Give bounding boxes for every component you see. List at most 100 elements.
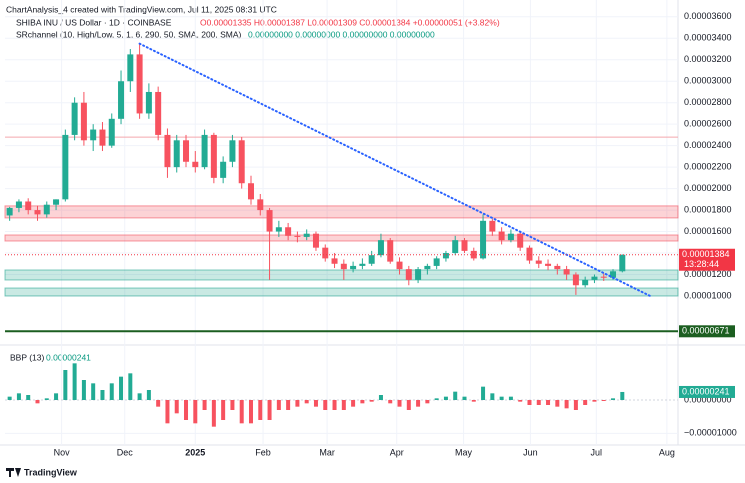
bbp-bar — [388, 400, 393, 404]
candle-body — [229, 140, 236, 162]
y-tick-label: 0.00002200 — [684, 162, 732, 172]
candle-body — [610, 271, 617, 278]
bbp-bar — [490, 393, 495, 400]
candle-body — [25, 201, 32, 211]
bbp-bar — [174, 400, 179, 414]
bbp-bar — [425, 400, 430, 404]
candle-body — [415, 269, 422, 280]
bbp-bar — [91, 383, 96, 400]
candle-body — [526, 247, 533, 261]
candle-body — [424, 265, 431, 270]
y-tick-label: 0.00002000 — [684, 183, 732, 193]
sr-zone — [4, 287, 679, 297]
y-tick-label: 0.00001000 — [684, 290, 732, 300]
sr-zone — [4, 269, 679, 281]
bbp-bar — [564, 400, 569, 409]
candle-body — [6, 207, 13, 216]
candle-body — [90, 129, 97, 141]
bbp-bar — [156, 400, 161, 407]
candle-body — [71, 102, 78, 135]
candle-body — [247, 183, 254, 200]
bbp-bar — [295, 400, 300, 407]
candle-body — [303, 233, 310, 237]
bbp-bar — [351, 400, 356, 407]
bbp-bar — [16, 393, 21, 400]
candle-body — [582, 279, 589, 286]
candle-body — [619, 254, 626, 272]
y-tick-label: 0.00003600 — [684, 11, 732, 21]
candle-body — [127, 54, 134, 82]
bbp-bar — [119, 376, 124, 400]
bbp-bar — [620, 391, 625, 400]
candle-body — [62, 134, 69, 200]
indicator-values: 0.00000000 0.00000000 0.00000000 0.00000… — [248, 29, 435, 39]
header: ChartAnalysis_4 created with TradingView… — [6, 4, 277, 14]
bbp-bar — [323, 400, 328, 410]
bbp-bar — [26, 395, 31, 400]
candle-body — [43, 204, 50, 215]
candle-body — [517, 233, 524, 248]
bbp-value: 0.00000241 — [46, 352, 91, 362]
candle-body — [238, 140, 245, 184]
candle-body — [275, 227, 282, 232]
x-tick-label: Aug — [659, 447, 675, 457]
bbp-bar — [453, 391, 458, 400]
candle-body — [442, 253, 449, 259]
support-label: 0.00000671 — [682, 326, 730, 336]
candle-body — [155, 91, 162, 135]
candle-body — [257, 199, 264, 211]
x-tick-label: Apr — [390, 447, 404, 457]
bbp-bar — [146, 390, 151, 400]
bbp-label-box — [679, 385, 735, 398]
bbp-bar — [276, 400, 281, 410]
bbp-bar — [267, 400, 272, 420]
bbp-bar — [360, 400, 365, 404]
bbp-bar — [536, 400, 541, 405]
candle-body — [266, 210, 273, 232]
candle-body — [350, 265, 357, 270]
y-tick-label: 0.00000000 — [684, 394, 732, 404]
x-tick-label: Dec — [117, 447, 134, 457]
candle-body — [359, 263, 366, 266]
y-tick-label: −0.00001000 — [684, 428, 737, 438]
candle-body — [368, 255, 375, 264]
bbp-label: 0.00000241 — [682, 386, 730, 396]
candle-body — [563, 269, 570, 275]
bbp-bar — [546, 400, 551, 405]
candle-body — [322, 247, 329, 259]
candle-body — [591, 276, 598, 280]
logo-text: TradingView — [24, 467, 78, 477]
bbp-bar — [128, 373, 133, 400]
candle-body — [108, 118, 115, 146]
candle-body — [340, 263, 347, 270]
candle-body — [136, 54, 143, 114]
bbp-bar — [508, 396, 513, 400]
bbp-bar — [35, 400, 40, 404]
bbp-bar — [592, 400, 597, 402]
sr-zone — [4, 234, 679, 242]
candle-body — [387, 240, 394, 262]
candle-body — [545, 263, 552, 266]
candle-body — [396, 261, 403, 270]
support-label-box — [679, 325, 735, 338]
x-tick-label: Nov — [54, 447, 71, 457]
bbp-bar — [248, 400, 253, 424]
bbp-bar — [434, 398, 439, 400]
bbp-bar — [462, 396, 467, 400]
logo: TradingView — [6, 467, 78, 477]
symbol-title: SHIBA INU / US Dollar · 1D · COINBASE — [16, 17, 172, 27]
bbp-bar — [286, 400, 291, 410]
x-tick-label: Mar — [319, 447, 335, 457]
candle-body — [34, 210, 41, 215]
bbp-bar — [258, 400, 263, 420]
bbp-bar — [527, 400, 532, 405]
candle-body — [377, 240, 384, 256]
bbp-bar — [499, 396, 504, 400]
bbp-bar — [137, 393, 142, 400]
bbp-bar — [81, 380, 86, 400]
y-tick-label: 0.00002600 — [684, 119, 732, 129]
candle-body — [118, 81, 125, 119]
bbp-bar — [54, 393, 59, 400]
bbp-bar — [555, 400, 560, 407]
